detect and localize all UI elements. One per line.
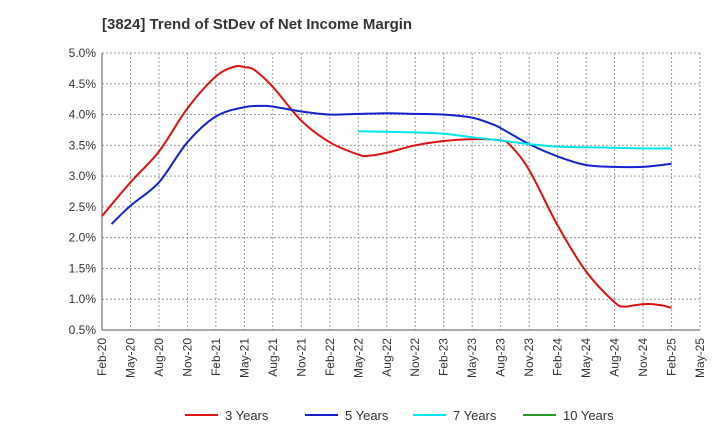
y-tick-label: 2.0% (69, 231, 97, 245)
x-tick-label: Feb-21 (209, 338, 223, 376)
y-tick-label: 4.0% (69, 108, 97, 122)
legend-label-2: 7 Years (453, 408, 497, 423)
x-tick-label: Nov-21 (294, 338, 308, 377)
legend-label-0: 3 Years (225, 408, 269, 423)
y-tick-label: 1.0% (69, 292, 97, 306)
legend-label-1: 5 Years (345, 408, 389, 423)
x-tick-label: May-21 (237, 338, 251, 378)
series-line-2 (358, 130, 672, 150)
x-tick-label: Nov-22 (408, 338, 422, 377)
x-tick-label: Aug-20 (152, 338, 166, 377)
x-tick-label: Feb-22 (323, 338, 337, 376)
x-tick-label: Feb-25 (665, 338, 679, 376)
x-tick-label: Feb-23 (437, 338, 451, 376)
x-tick-label: Nov-24 (636, 338, 650, 377)
chart-title: [3824] Trend of StDev of Net Income Marg… (102, 16, 413, 33)
x-tick-label: Nov-20 (180, 338, 194, 377)
y-tick-label: 2.5% (69, 200, 97, 214)
series-line-0 (101, 64, 672, 309)
x-tick-label: May-20 (123, 338, 137, 378)
x-tick-label: Feb-20 (95, 338, 109, 376)
x-tick-label: May-22 (351, 338, 365, 378)
y-tick-label: 3.0% (69, 169, 97, 183)
x-tick-label: Aug-21 (266, 338, 280, 377)
x-tick-label: Nov-23 (522, 338, 536, 377)
legend-label-3: 10 Years (563, 408, 614, 423)
x-tick-label: Aug-23 (494, 338, 508, 377)
y-tick-label: 0.5% (69, 323, 97, 337)
plot-area (102, 53, 700, 330)
x-tick-label: May-24 (579, 338, 593, 378)
y-tick-label: 5.0% (69, 46, 97, 60)
y-tick-label: 1.5% (69, 261, 97, 275)
x-tick-label: Aug-22 (380, 338, 394, 377)
x-tick-label: May-25 (693, 338, 707, 378)
series-line-1 (110, 104, 672, 225)
x-tick-label: Aug-24 (608, 338, 622, 377)
y-tick-label: 4.5% (69, 77, 97, 91)
x-tick-label: May-23 (465, 338, 479, 378)
x-tick-label: Feb-24 (551, 338, 565, 376)
y-tick-label: 3.5% (69, 138, 97, 152)
